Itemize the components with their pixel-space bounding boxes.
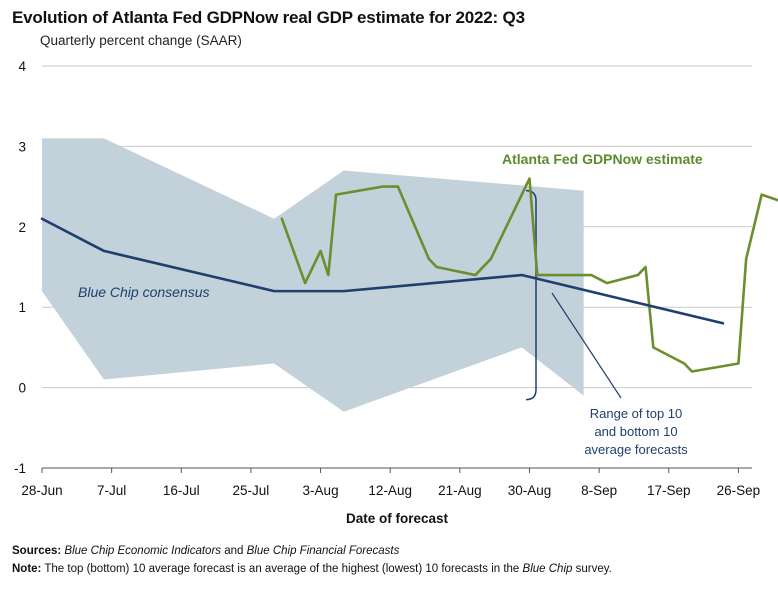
x-tick-label: 16-Jul [163, 483, 200, 498]
x-tick-label: 17-Sep [647, 483, 691, 498]
sources-b: Blue Chip Financial Forecasts [246, 545, 400, 557]
chart-subtitle: Quarterly percent change (SAAR) [40, 33, 242, 48]
note-label: Note: [12, 563, 42, 575]
x-axis-title: Date of forecast [346, 511, 449, 526]
x-tick-label: 25-Jul [233, 483, 270, 498]
blue-chip-consensus-line [40, 217, 725, 325]
sources-note: Sources: Blue Chip Economic Indicators a… [12, 545, 399, 557]
range-annotation-line: Range of top 10 [590, 406, 683, 421]
range-annotation-line: average forecasts [584, 442, 688, 457]
x-tick-label: 30-Aug [508, 483, 552, 498]
sources-and: and [221, 545, 247, 557]
chart-title: Evolution of Atlanta Fed GDPNow real GDP… [12, 8, 525, 27]
x-tick-label: 21-Aug [438, 483, 482, 498]
x-tick-label: 8-Sep [581, 483, 617, 498]
sources-a: Blue Chip Economic Indicators [64, 545, 222, 557]
x-tick-label: 3-Aug [303, 483, 339, 498]
y-tick-label: 0 [18, 381, 26, 396]
blue-chip-label: Blue Chip consensus [78, 284, 210, 300]
note-end: survey. [572, 563, 612, 575]
note-italic: Blue Chip [522, 563, 573, 575]
sources-label: Sources: [12, 545, 62, 557]
y-tick-label: 2 [18, 220, 26, 235]
gdpnow-label: Atlanta Fed GDPNow estimate [502, 151, 703, 167]
note-text: The top (bottom) 10 average forecast is … [41, 563, 523, 575]
range-leader-line [551, 292, 622, 399]
x-tick-label: 26-Sep [717, 483, 761, 498]
y-tick-label: 1 [18, 300, 26, 315]
y-tick-label: 4 [18, 59, 26, 74]
y-tick-label: 3 [18, 139, 26, 154]
forecast-range-band [42, 138, 584, 412]
x-tick-label: 28-Jun [21, 483, 62, 498]
y-tick-label: -1 [14, 461, 26, 476]
range-annotation-line: and bottom 10 [594, 424, 677, 439]
x-tick-label: 7-Jul [97, 483, 126, 498]
footnote: Note: The top (bottom) 10 average foreca… [12, 563, 612, 575]
x-tick-label: 12-Aug [368, 483, 412, 498]
atlanta-fed-gdpnow-estimate-line [280, 177, 778, 373]
